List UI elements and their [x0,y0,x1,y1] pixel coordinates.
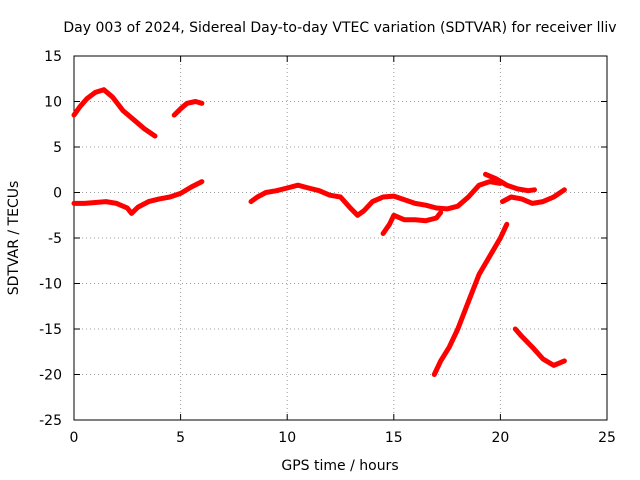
series-arc3 [71,179,205,216]
y-tick-label: -15 [39,322,62,338]
axis-ticks [73,55,608,421]
grid-lines [74,56,607,420]
x-tick-label: 5 [176,430,185,446]
plot-frame [73,55,608,421]
y-tick-label: 10 [44,95,62,111]
x-tick-label: 20 [491,430,509,446]
series-arc5 [483,171,537,194]
x-tick-label: 25 [598,430,616,446]
x-axis-label: GPS time / hours [281,458,398,474]
y-tick-label: -25 [39,413,62,429]
y-tick-label: 0 [53,186,62,202]
series-arc2 [171,99,205,118]
y-tick-label: 5 [53,140,62,156]
data-series [71,87,567,377]
series-arc4 [248,179,503,218]
y-tick-label: 15 [44,49,62,65]
y-tick-label: -5 [48,231,62,247]
y-tick-label: -20 [39,368,62,384]
series-arc7 [500,187,567,206]
y-tick-labels: 15 10 5 0 -5 -10 -15 -20 -25 [39,49,62,429]
x-tick-label: 0 [70,430,79,446]
x-tick-label: 15 [385,430,403,446]
series-arc1 [71,87,158,139]
series-arc9 [512,326,567,368]
series-arc8 [431,221,510,377]
y-axis-label: SDTVAR / TECUs [6,181,22,296]
chart-title: Day 003 of 2024, Sidereal Day-to-day VTE… [63,20,616,36]
y-tick-label: -10 [39,277,62,293]
x-tick-label: 10 [278,430,296,446]
series-arc6 [380,210,444,236]
x-tick-labels: 0 5 10 15 20 25 [70,430,616,446]
